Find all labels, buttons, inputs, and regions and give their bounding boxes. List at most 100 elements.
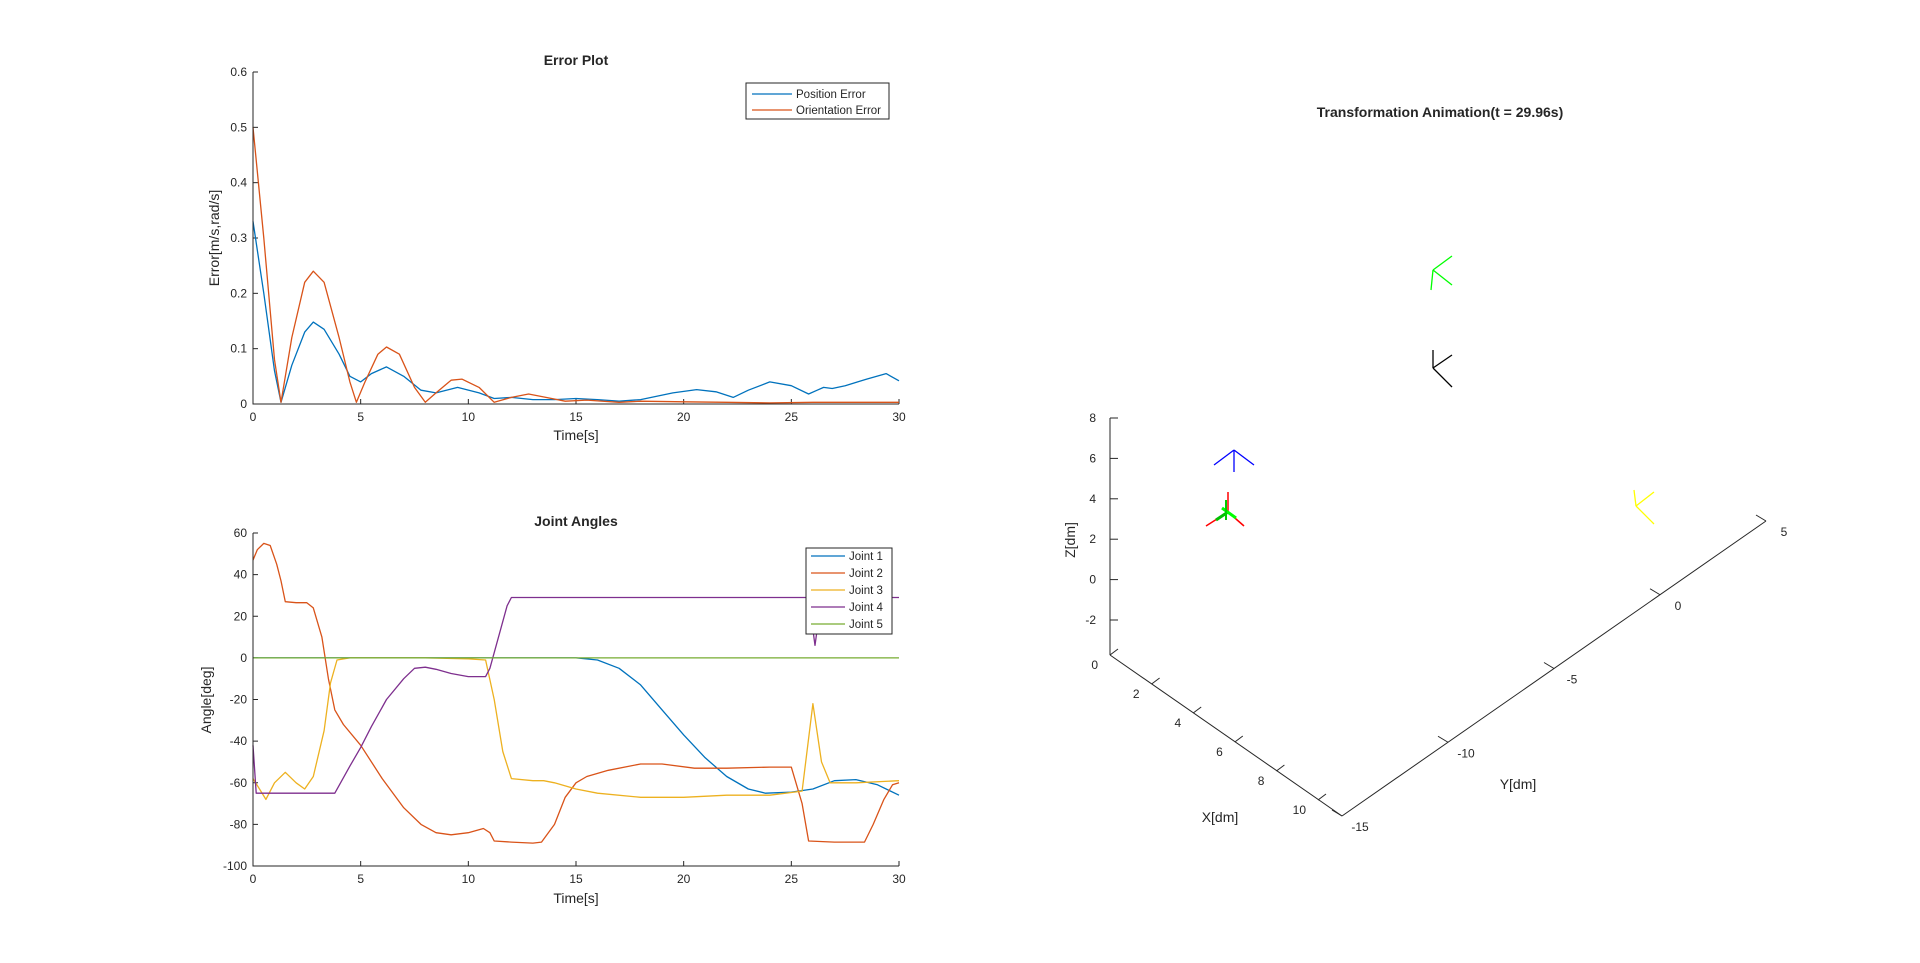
y-tick-label: -20 xyxy=(230,693,248,707)
joint-angles-title: Joint Angles xyxy=(534,513,618,529)
x-tick-label: 25 xyxy=(785,872,799,886)
legend-label-joint-5: Joint 5 xyxy=(849,619,883,631)
y3d-tick-mark xyxy=(1649,588,1661,596)
y-tick-label: -100 xyxy=(223,859,247,873)
y-tick-label: 0 xyxy=(240,651,247,665)
frame-green-top xyxy=(1430,255,1453,291)
transformation-title: Transformation Animation(t = 29.96s) xyxy=(1317,104,1563,120)
x3d-tick-mark xyxy=(1109,648,1119,656)
x3d-tick-label: 8 xyxy=(1258,774,1265,788)
x-tick-label: 0 xyxy=(250,410,257,424)
error-plot-ylabel: Error[m/s,rad/s] xyxy=(206,190,222,286)
x3d-tick-label: 0 xyxy=(1091,658,1098,672)
frame-yellow-line-1 xyxy=(1635,491,1655,507)
x-tick-label: 10 xyxy=(462,410,476,424)
frame-black xyxy=(1432,350,1453,388)
x-tick-label: 30 xyxy=(892,410,906,424)
x-tick-label: 25 xyxy=(785,410,799,424)
y3d-tick-label: -15 xyxy=(1351,820,1369,834)
frame-black-line-1 xyxy=(1432,354,1453,369)
x3d-tick-label: 2 xyxy=(1133,687,1140,701)
series-line-joint-2 xyxy=(252,542,900,844)
frame-yellow-line-2 xyxy=(1635,505,1655,525)
y-tick-label: -60 xyxy=(230,776,248,790)
y-tick-label: 0.3 xyxy=(230,231,247,245)
y-axis-label: Y[dm] xyxy=(1500,776,1537,792)
frame-green-line-2 xyxy=(1432,269,1453,286)
joint-legend-box xyxy=(805,547,893,635)
y-tick-label: -40 xyxy=(230,734,248,748)
joint-angles-ylabel: Angle[deg] xyxy=(198,667,214,734)
z-axis-label: Z[dm] xyxy=(1062,522,1078,558)
y-tick-label: 0.2 xyxy=(230,286,247,300)
frame-black-line-2 xyxy=(1432,367,1453,388)
frame-base-origin xyxy=(1205,492,1245,527)
y3d-tick-mark xyxy=(1543,662,1555,669)
error-plot-title: Error Plot xyxy=(544,52,609,68)
y-tick-label: 0.4 xyxy=(230,176,247,190)
joint-angles-axes: Joint Angles 0 5 10 15 20 25 30 -100 -80 -60 -40 -2… xyxy=(198,513,906,906)
y-tick-label: 0.5 xyxy=(230,120,247,134)
x-tick-label: 15 xyxy=(569,410,583,424)
x-tick-label: 20 xyxy=(677,410,691,424)
joint-angles-lines xyxy=(252,542,900,844)
legend-label-position-error: Position Error xyxy=(796,89,866,101)
error-plot-axes: Error Plot 0 5 10 15 20 25 3000.10.20.30.40.50… xyxy=(206,52,906,443)
z-tick-label: 4 xyxy=(1089,492,1096,506)
y3d-tick-mark xyxy=(1755,514,1767,522)
x-tick-label: 0 xyxy=(250,872,257,886)
frame-base-green-marker xyxy=(1221,506,1237,520)
z-tick-label: 0 xyxy=(1089,573,1096,587)
y-tick-label: 0.1 xyxy=(230,342,247,356)
joint-angles-ticks: 0 5 10 15 20 25 30 -100 -80 -60 -40 -20 0 20 40 60 xyxy=(223,526,906,886)
joint-angles-xlabel: Time[s] xyxy=(553,890,598,906)
x-axis-label: X[dm] xyxy=(1202,809,1239,825)
y-tick-label: 60 xyxy=(234,526,248,540)
x3d-tick-mark xyxy=(1192,706,1202,714)
y3d-tick-label: -5 xyxy=(1567,673,1578,687)
joint-angles-legend: Joint 1 Joint 2 Joint 3 Joint 4 Joint 5 xyxy=(805,547,893,635)
x-tick-label: 5 xyxy=(357,410,364,424)
x3d-tick-mark xyxy=(1234,735,1244,743)
frame-green-line-1 xyxy=(1432,255,1453,271)
x3d-tick-label: 10 xyxy=(1293,803,1307,817)
series-line-orientation-error xyxy=(252,127,899,404)
error-plot-xlabel: Time[s] xyxy=(553,427,598,443)
legend-label-joint-4: Joint 4 xyxy=(849,602,883,614)
y3d-tick-mark xyxy=(1331,809,1343,817)
frame-blue xyxy=(1213,449,1255,472)
series-line-joint-3 xyxy=(252,657,900,801)
z-tick-label: 8 xyxy=(1089,411,1096,425)
x-tick-label: 30 xyxy=(892,872,906,886)
x3d-tick-mark xyxy=(1151,677,1160,685)
error-plot-lines xyxy=(252,127,900,404)
series-line-position-error xyxy=(252,221,900,403)
frame-yellow xyxy=(1633,489,1655,525)
joint-angles-axis-lines xyxy=(252,533,899,867)
legend-label-joint-2: Joint 2 xyxy=(849,568,883,580)
y3d-tick-label: 5 xyxy=(1781,525,1788,539)
x-tick-label: 10 xyxy=(462,872,476,886)
x-tick-label: 20 xyxy=(677,872,691,886)
y3d-tick-label: -10 xyxy=(1457,746,1475,760)
y-tick-label: 40 xyxy=(234,568,248,582)
legend-label-orientation-error: Orientation Error xyxy=(796,105,881,117)
x3d-tick-mark xyxy=(1317,793,1327,801)
error-plot-legend: Position Error Orientation Error xyxy=(745,82,890,120)
y3d-tick-mark xyxy=(1437,735,1449,743)
y3d-tick-label: 0 xyxy=(1675,599,1682,613)
frame-yellow-line-3 xyxy=(1633,489,1637,507)
legend-label-joint-3: Joint 3 xyxy=(849,585,883,597)
series-line-joint-1 xyxy=(253,657,900,796)
frame-blue-x xyxy=(1213,449,1235,466)
x-tick-label: 15 xyxy=(569,872,583,886)
frame-blue-y xyxy=(1233,449,1255,466)
transformation-3d-axes: Transformation Animation(t = 29.96s) -2 0… xyxy=(1062,104,1788,834)
x-tick-label: 5 xyxy=(357,872,364,886)
z-tick-label: 6 xyxy=(1089,451,1096,465)
z-tick-label: 2 xyxy=(1089,532,1096,546)
frame-green-line-3 xyxy=(1430,269,1434,291)
error-plot-axis-lines xyxy=(252,72,899,405)
error-plot-ticks: 0 5 10 15 20 25 30 0 0.1 0.2 0.3 0.4 0.5 0.6 xyxy=(230,65,906,424)
